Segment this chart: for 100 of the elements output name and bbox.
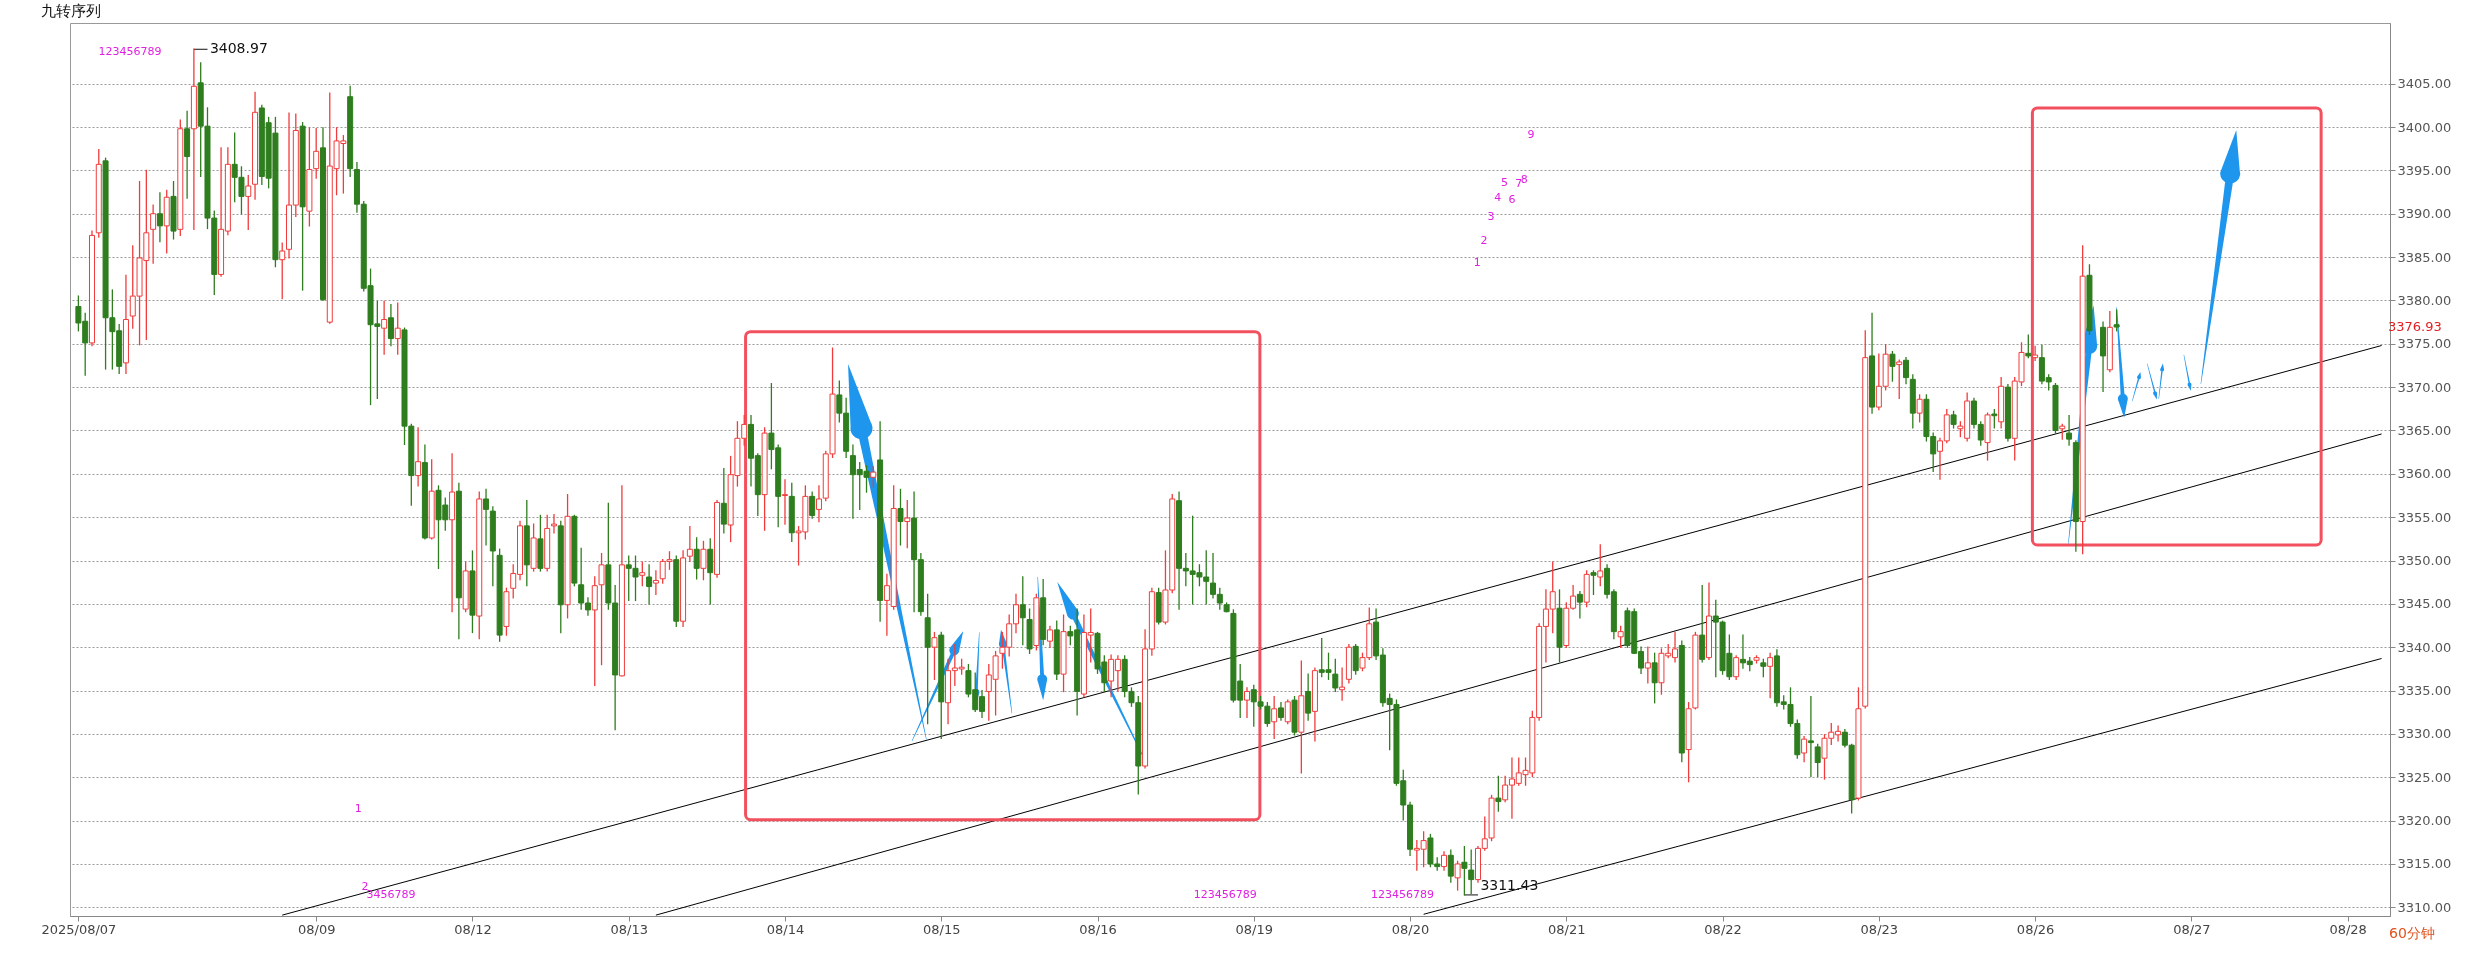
annotation: 5 (1500, 176, 1508, 190)
candlestick (1896, 359, 1903, 400)
x-tick-label: 08/13 (610, 921, 648, 937)
y-tick-label: 3395.00 (2397, 162, 2452, 178)
x-tick-label: 08/27 (2173, 921, 2211, 937)
y-tick-label: 3350.00 (2397, 553, 2452, 569)
y-tick-label: 3315.00 (2397, 856, 2452, 872)
candlestick (1468, 849, 1475, 895)
x-tick-label: 08/15 (923, 921, 961, 937)
candlestick (897, 488, 904, 546)
chart-title: 九转序列 (40, 2, 101, 20)
candlestick (415, 427, 422, 487)
candlestick (1807, 696, 1814, 778)
candlestick (693, 537, 700, 580)
annotation: 123456789 (1371, 888, 1435, 902)
y-tick-label: 3345.00 (2397, 596, 2452, 612)
candlestick (387, 304, 394, 347)
candlestick (639, 561, 646, 587)
candlestick (2025, 334, 2032, 359)
y-tick-label: 3340.00 (2397, 639, 2452, 655)
y-tick-label: 3365.00 (2397, 422, 2452, 438)
candlestick (707, 538, 714, 605)
annotation: 4 (1494, 191, 1502, 205)
candlestick (809, 491, 816, 519)
y-tick-label: 3385.00 (2397, 249, 2452, 265)
candlestick (1651, 652, 1658, 704)
y-tick-label: 3310.00 (2397, 899, 2452, 915)
candlestick (700, 540, 707, 581)
candlestick (1767, 652, 1774, 699)
candlestick (1332, 658, 1339, 693)
x-tick-label: 08/28 (2329, 921, 2367, 937)
candlestick (870, 466, 877, 488)
y-tick-label: 3405.00 (2397, 76, 2452, 92)
candlestick (1991, 409, 1998, 429)
x-tick-label: 08/22 (1704, 921, 1742, 937)
candlestick (1916, 394, 1923, 423)
candlestick (381, 300, 388, 355)
annotation: 3376.93 (2388, 319, 2442, 335)
y-tick-label: 3330.00 (2397, 726, 2452, 742)
candlestick (1644, 646, 1651, 684)
candlestick (1284, 699, 1291, 725)
annotation: 3408.97 (209, 40, 268, 57)
candlestick (1576, 591, 1583, 619)
x-tick-label: 08/21 (1548, 921, 1586, 937)
candlestick (2066, 415, 2073, 446)
candlestick (1454, 860, 1461, 891)
candlestick (1903, 357, 1910, 385)
annotation: 7 (1515, 177, 1523, 191)
candlestick (156, 192, 163, 243)
candlestick (1889, 350, 1896, 382)
candlestick (781, 479, 788, 525)
candlestick (720, 467, 727, 534)
y-tick-label: 3375.00 (2397, 336, 2452, 352)
x-tick-label: 08/12 (454, 921, 492, 937)
candlestick (483, 488, 490, 546)
annotation: 3456789 (366, 888, 416, 902)
candlestick (1441, 851, 1448, 871)
candlestick (1733, 655, 1740, 680)
candlestick (1019, 576, 1026, 646)
candlestick (1243, 687, 1250, 719)
x-tick-label: 08/19 (1235, 921, 1274, 937)
x-tick-label: 08/09 (297, 921, 336, 937)
y-tick-label: 3390.00 (2397, 206, 2452, 222)
annotation: 3 (1487, 210, 1495, 224)
candlestick (1597, 544, 1604, 587)
candlestick (1495, 775, 1502, 812)
annotation: 8 (1520, 172, 1528, 186)
candlestick (279, 242, 286, 300)
x-tick-label: 08/26 (2016, 921, 2055, 937)
candlestick (1271, 696, 1278, 739)
y-tick-label: 3400.00 (2397, 119, 2452, 135)
x-tick-label: 08/14 (766, 921, 805, 937)
candlestick (1305, 673, 1312, 721)
text: 60分钟 (2389, 925, 2435, 941)
y-tick-label: 3335.00 (2397, 683, 2452, 699)
candlestick (1339, 667, 1346, 701)
y-tick-label: 3370.00 (2397, 379, 2452, 395)
candlestick (150, 204, 157, 264)
annotation: 1 (354, 802, 362, 816)
candlestick (1447, 849, 1454, 883)
annotation: 123456789 (98, 44, 162, 58)
annotation: 3311.43 (1480, 876, 1539, 893)
y-tick-label: 3320.00 (2397, 813, 2452, 829)
candlestick (652, 570, 659, 595)
candlestick (904, 500, 911, 549)
x-tick-label: 2025/08/07 (41, 921, 117, 937)
candlestick (550, 513, 557, 534)
annotation: 2 (1480, 234, 1488, 248)
candlestick (598, 552, 605, 666)
y-tick-label: 3355.00 (2397, 509, 2452, 525)
candlestick (2113, 309, 2120, 332)
candlestick (1814, 743, 1821, 778)
candlestick (686, 526, 693, 563)
candlestick (1801, 735, 1808, 763)
y-tick-label: 3380.00 (2397, 292, 2452, 308)
y-tick-label: 3325.00 (2397, 769, 2452, 785)
candlestick (245, 174, 252, 230)
annotation: 1 (1473, 256, 1481, 270)
annotation: 9 (1527, 127, 1535, 141)
candlestick (1617, 625, 1624, 648)
